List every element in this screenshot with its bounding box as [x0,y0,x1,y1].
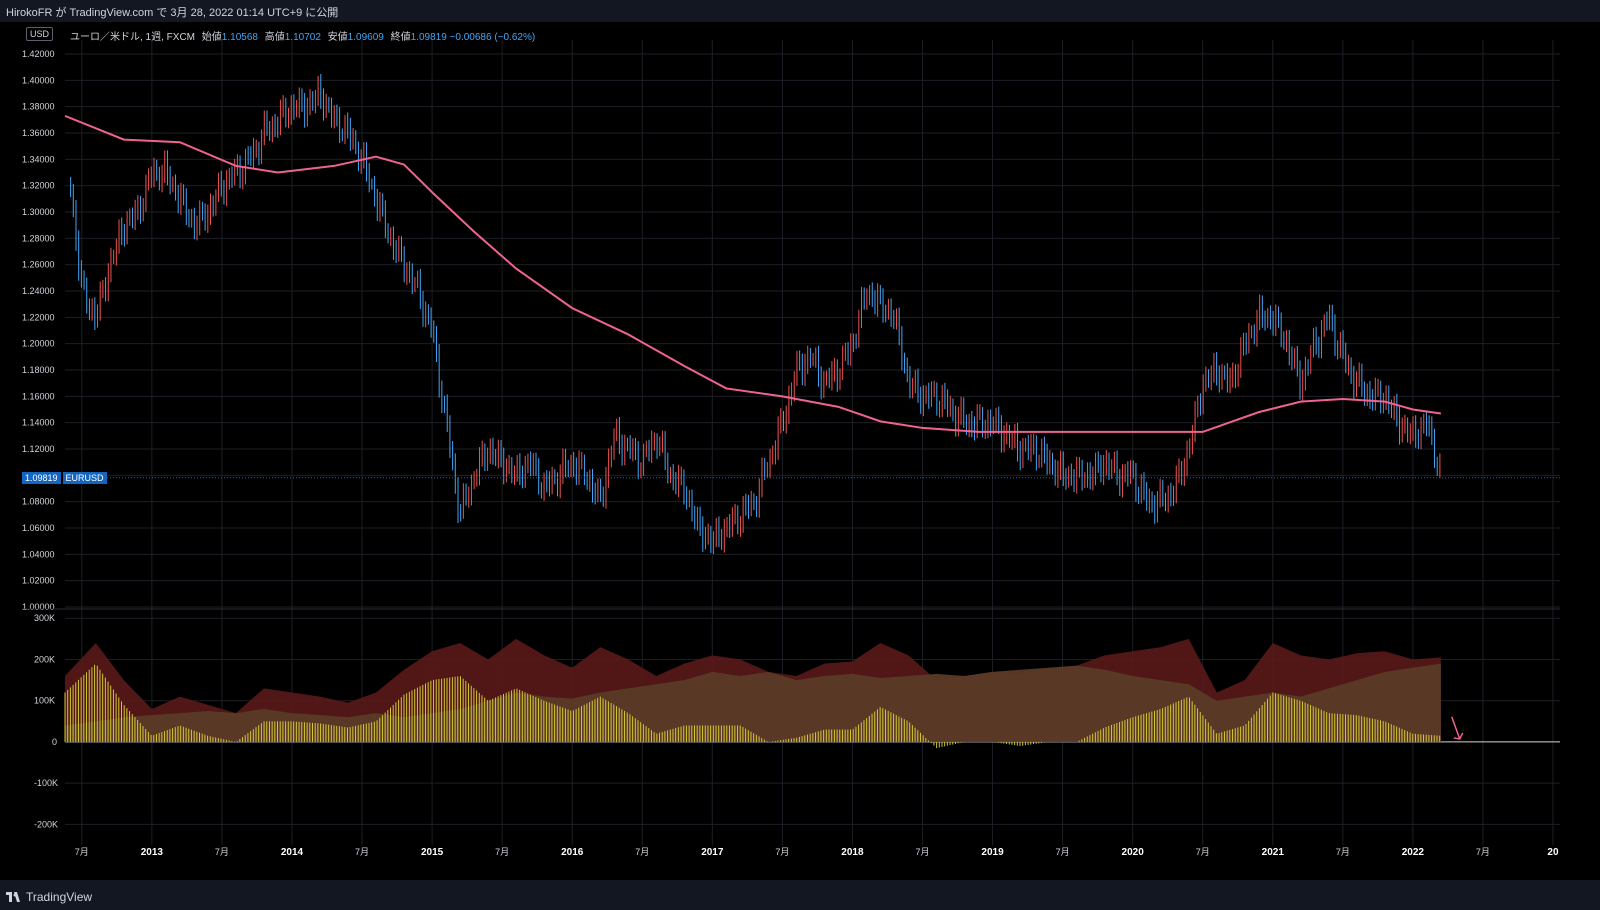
down-arrow-annotation [1451,716,1464,740]
tradingview-brand: TradingView [26,890,93,904]
time-tick-label: 7月 [915,847,929,857]
price-tick-label: 1.08000 [22,497,55,507]
time-tick-label: 20 [1547,847,1559,858]
price-tick-label: 1.02000 [22,576,55,586]
indicator-tick-label: 300K [34,613,55,623]
time-tick-label: 2014 [281,847,304,858]
legend-low-label: 安値 [327,32,348,43]
price-tick-label: 1.38000 [22,102,55,112]
footer-bar [0,880,1600,910]
legend-low-value: 1.09609 [347,32,384,43]
price-tick-label: 1.32000 [22,181,55,191]
price-tick-label: 1.40000 [22,75,55,85]
price-tick-label: 1.34000 [22,154,55,164]
last-price-value: 1.09819 [22,471,61,484]
time-tick-label: 7月 [495,847,509,857]
price-tick-label: 1.06000 [22,523,55,533]
indicator-tick-label: -200K [34,819,58,829]
moving-average-line [64,114,1442,433]
price-tick-label: 1.36000 [22,128,55,138]
price-tick-label: 1.04000 [22,549,55,559]
price-tick-label: 1.20000 [22,339,55,349]
price-tick-label: 1.12000 [22,444,55,454]
legend-close-label: 終値 [390,32,411,43]
time-tick-label: 7月 [1336,847,1350,857]
chart-legend: ユーロ／米ドル, 1週, FXCM 始値1.10568 高値1.10702 安値… [70,28,535,43]
price-tick-label: 1.26000 [22,260,55,270]
time-tick-label: 7月 [635,847,649,857]
price-tick-label: 1.16000 [22,391,55,401]
legend-high-value: 1.10702 [284,32,321,43]
tradingview-logo[interactable]: TradingView [6,890,92,904]
legend-open-value: 1.10568 [221,32,258,43]
time-tick-label: 2017 [701,847,724,858]
price-tick-label: 1.00000 [22,602,55,612]
publish-info: HirokoFR が TradingView.com で 3月 28, 2022… [6,7,339,19]
time-tick-label: 2019 [981,847,1004,858]
price-tick-label: 1.22000 [22,312,55,322]
price-tick-label: 1.18000 [22,365,55,375]
last-price-symbol: EURUSD [62,471,107,484]
time-tick-label: 2022 [1402,847,1425,858]
price-tick-label: 1.30000 [22,207,55,217]
indicator-tick-label: 100K [34,696,55,706]
time-tick-label: 7月 [215,847,229,857]
time-tick-label: 2013 [141,847,164,858]
legend-close-value: 1.09819 [410,32,447,43]
time-tick-label: 7月 [355,847,369,857]
tradingview-icon [6,892,20,902]
legend-open-label: 始値 [201,32,222,43]
time-tick-label: 2018 [841,847,864,858]
time-tick-label: 7月 [75,847,89,857]
time-tick-label: 7月 [1056,847,1070,857]
legend-symbol: ユーロ／米ドル, 1週, FXCM [70,32,196,43]
time-tick-label: 2016 [561,847,584,858]
time-tick-label: 7月 [1196,847,1210,857]
last-price-tag: 1.09819 EURUSD [22,471,107,484]
time-tick-label: 2020 [1122,847,1145,858]
time-tick-label: 2021 [1262,847,1285,858]
indicator-tick-label: -100K [34,778,58,788]
price-tick-label: 1.42000 [22,49,55,59]
price-tick-label: 1.24000 [22,286,55,296]
legend-high-label: 高値 [264,32,285,43]
publish-bar [0,0,1600,22]
price-tick-label: 1.14000 [22,418,55,428]
indicator-tick-label: 200K [34,654,55,664]
indicator-tick-label: 0 [52,737,57,747]
time-tick-label: 7月 [1476,847,1490,857]
legend-change-value: −0.00686 (−0.62%) [449,32,536,43]
time-tick-label: 2015 [421,847,444,858]
price-tick-label: 1.28000 [22,233,55,243]
currency-badge[interactable]: USD [26,27,54,41]
time-tick-label: 7月 [775,847,789,857]
